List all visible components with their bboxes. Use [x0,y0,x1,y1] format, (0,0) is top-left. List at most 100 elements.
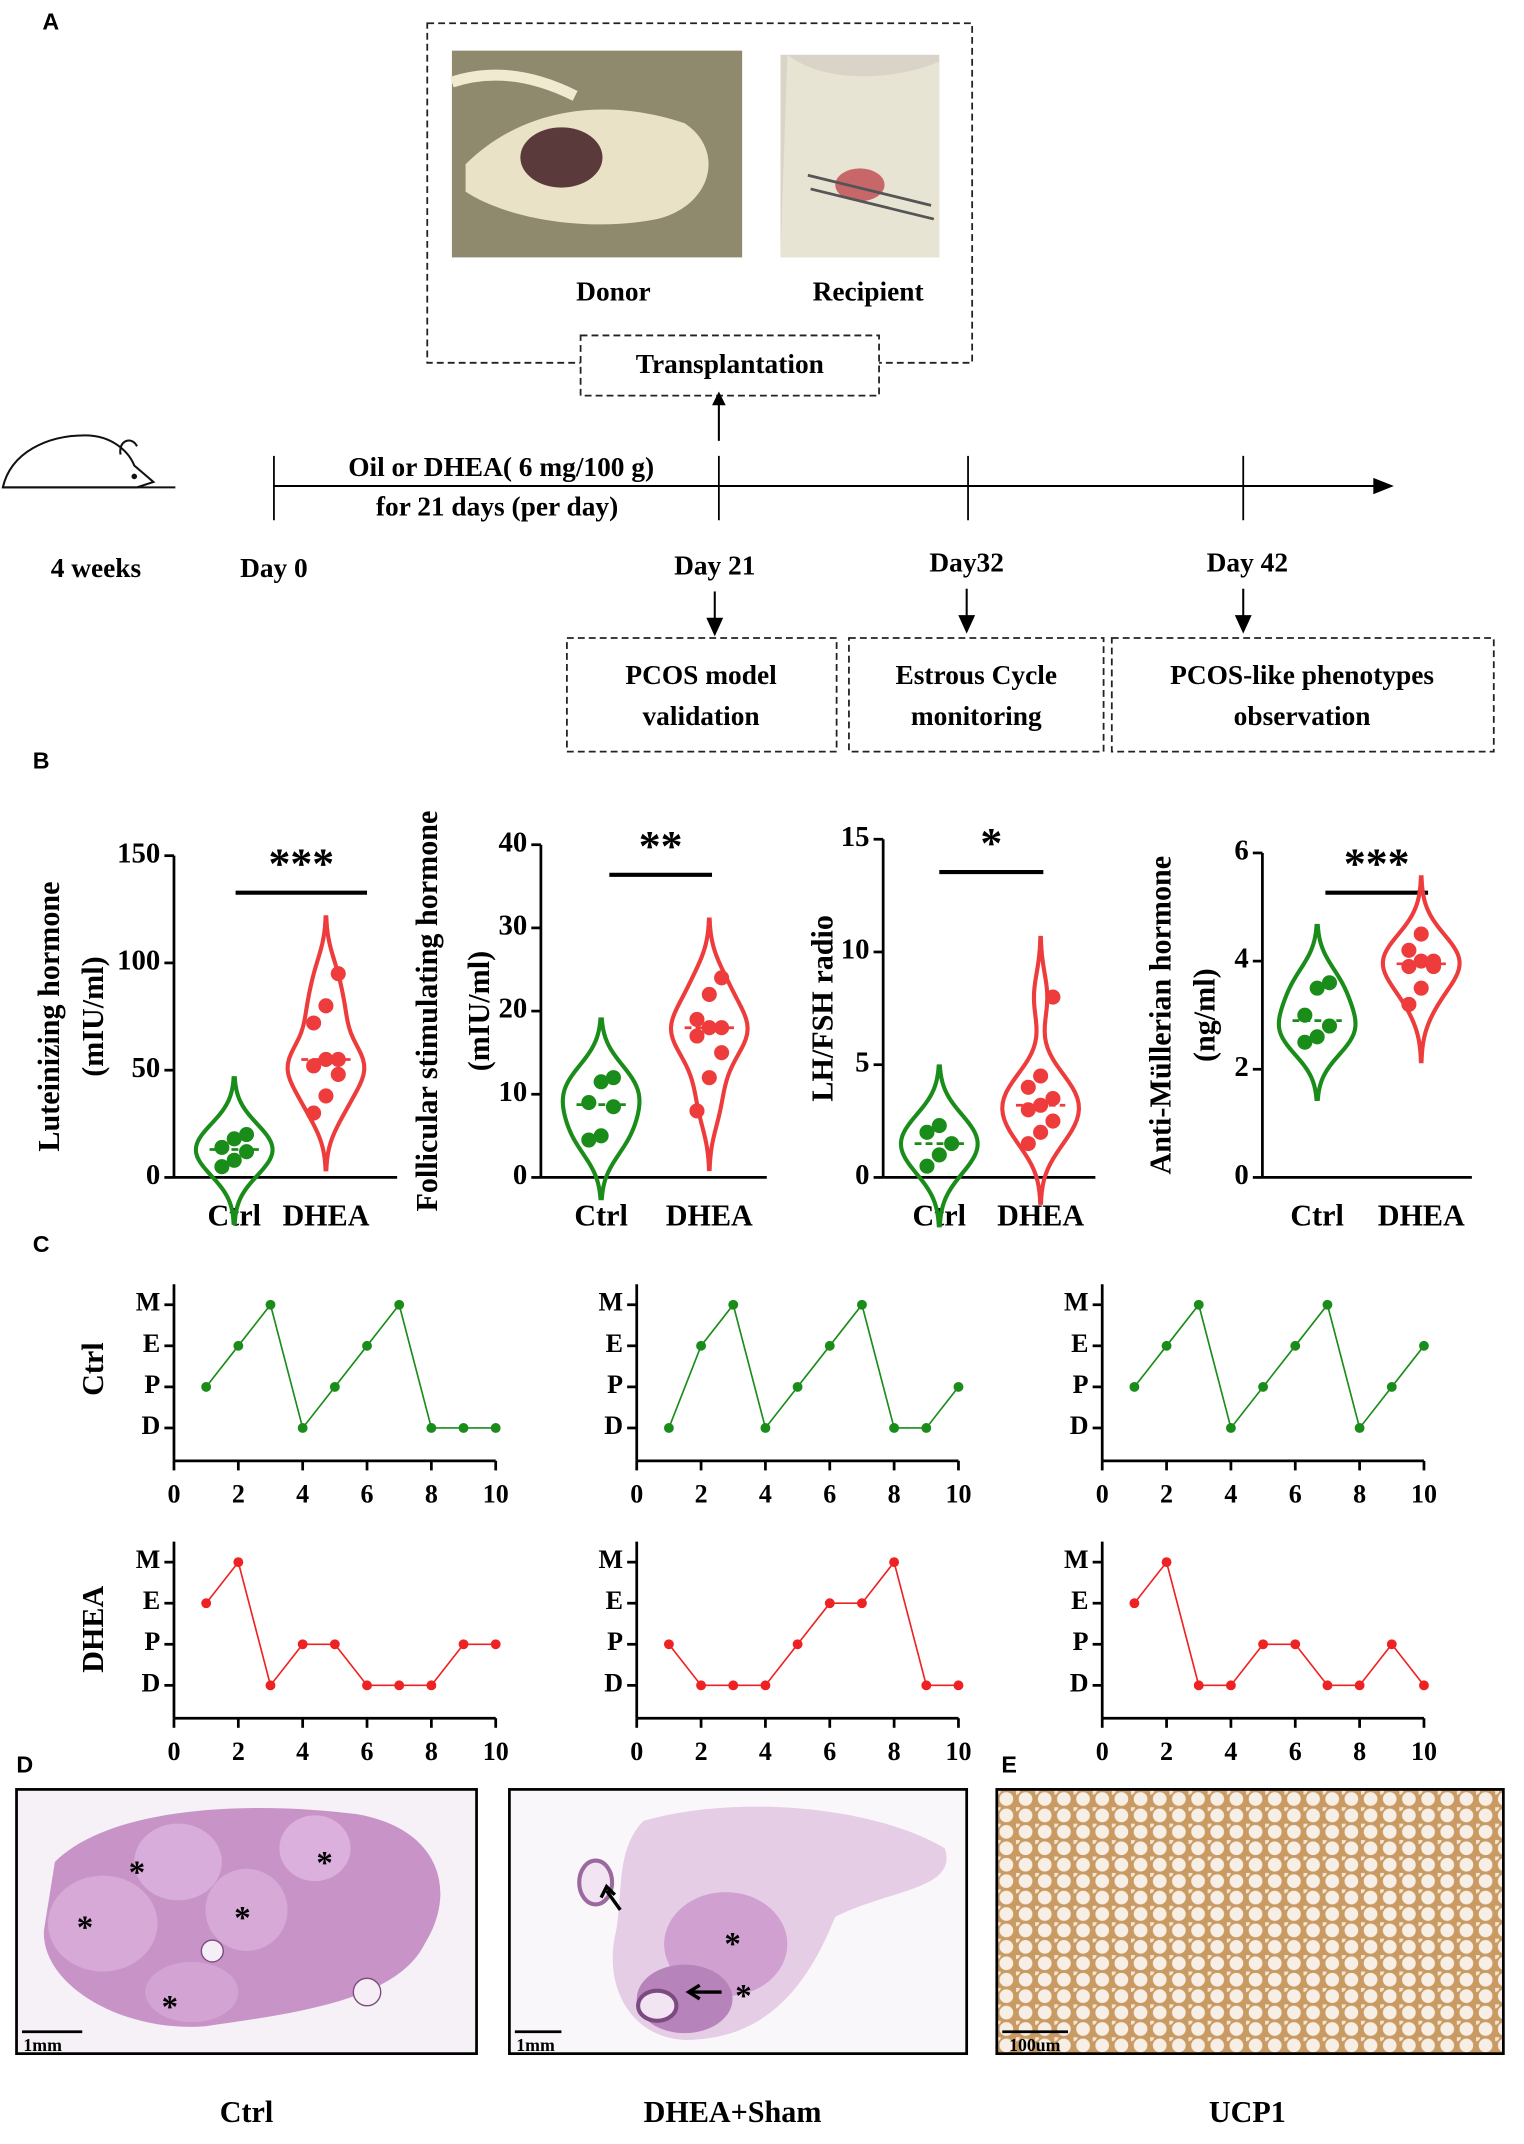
data-point [689,1011,705,1027]
panel-label: B [33,748,50,774]
y-tick-label: M [598,1288,623,1317]
data-point [689,1028,705,1044]
y-axis-label: Follicular stimulating hormone [410,811,444,1212]
panel-label: D [16,1751,33,1777]
panel-label: E [1001,1751,1017,1777]
y-tick-label: M [136,1288,161,1317]
data-point [306,1015,322,1031]
data-point [1161,1340,1172,1351]
follicle-marker: * [735,1978,751,2014]
day-label: Day 0 [240,553,308,583]
data-point [1225,1680,1236,1691]
x-tick-label: DHEA [666,1198,753,1232]
scale-bar-label: 100um [1009,2035,1061,2055]
data-point [728,1680,739,1691]
x-tick-label: 2 [1160,1479,1173,1508]
violin [285,915,367,1172]
transplant-label-box [579,334,880,397]
day-label: Day 21 [674,550,755,580]
stage-text: observation [1234,701,1371,731]
data-point [760,1423,771,1433]
data-point [1258,1639,1269,1650]
data-point [1045,989,1061,1005]
data-point [1419,1680,1429,1691]
significance-label: *** [1344,840,1410,888]
data-point [214,1159,230,1175]
data-point [329,1639,340,1650]
x-tick-label: 8 [425,1737,438,1766]
y-tick-label: E [1071,1329,1088,1358]
data-point [921,1680,932,1691]
y-tick-label: P [607,1627,623,1656]
x-tick-label: 6 [361,1479,374,1508]
day-label: Day32 [929,548,1004,578]
x-tick-label: 0 [167,1479,180,1508]
panel-a: A Donor Recipient Transplantation [1,8,1495,753]
data-point [226,1152,242,1168]
data-point [330,1051,346,1067]
x-tick-label: Ctrl [574,1198,628,1232]
x-tick-label: 10 [483,1737,509,1766]
violin [1276,923,1358,1102]
data-point [1419,1340,1429,1351]
data-point [318,1051,334,1067]
data-point [1354,1680,1365,1691]
x-tick-label: 10 [1411,1737,1437,1766]
ihc-image [995,1788,1505,2056]
donor-photo [450,50,743,258]
data-point [1258,1381,1269,1392]
data-point [593,1128,609,1144]
y-tick-label: 6 [1234,835,1248,867]
stage-text: Estrous Cycle [896,660,1057,690]
x-tick-label: 4 [296,1737,309,1766]
y-tick-label: 0 [146,1159,160,1191]
data-point [1321,1018,1338,1034]
x-tick-label: 4 [759,1737,772,1766]
data-point [921,1423,932,1433]
image-caption: UCP1 [1209,2095,1286,2129]
y-tick-label: M [136,1545,161,1574]
panel-label: C [33,1231,50,1257]
data-point [1290,1639,1301,1650]
data-point [714,1020,730,1036]
follicle-marker: * [162,1989,178,2025]
transplant-label: Transplantation [636,349,824,379]
y-axis-label: Anti-Müllerian hormone [1144,856,1178,1175]
data-point [239,1126,255,1143]
data-point [1322,1299,1333,1310]
data-point [1297,1034,1313,1050]
y-tick-label: D [142,1411,161,1440]
data-point [426,1680,437,1691]
x-tick-label: 2 [232,1479,245,1508]
x-tick-label: 0 [630,1479,643,1508]
data-point [239,1144,255,1160]
x-tick-label: 10 [483,1479,509,1508]
arrows-down [706,588,1252,637]
y-axis-label: (mIU/ml) [462,951,496,1071]
violin [668,917,750,1172]
x-tick-label: 6 [1289,1479,1302,1508]
data-point [1193,1680,1204,1691]
stage-box [1110,637,1495,753]
data-point [728,1299,739,1310]
x-tick-label: 6 [361,1737,374,1766]
data-point [931,1118,947,1134]
data-point [1413,953,1429,969]
data-point [701,986,717,1002]
follicle-marker: * [129,1855,145,1891]
day-label: Day 42 [1207,548,1288,578]
data-point [318,1088,334,1104]
data-point [201,1381,212,1392]
x-tick-label: 6 [823,1737,836,1766]
data-point [824,1598,835,1609]
data-point [1309,980,1325,996]
y-tick-label: P [1073,1370,1089,1399]
y-tick-label: 0 [513,1159,527,1191]
data-point [931,1147,947,1163]
data-point [953,1381,964,1392]
scale-bar-label: 1mm [516,2035,555,2055]
data-point [297,1423,308,1433]
x-tick-label: 8 [888,1479,901,1508]
data-point [1297,1007,1313,1023]
x-tick-label: Ctrl [1290,1198,1344,1232]
